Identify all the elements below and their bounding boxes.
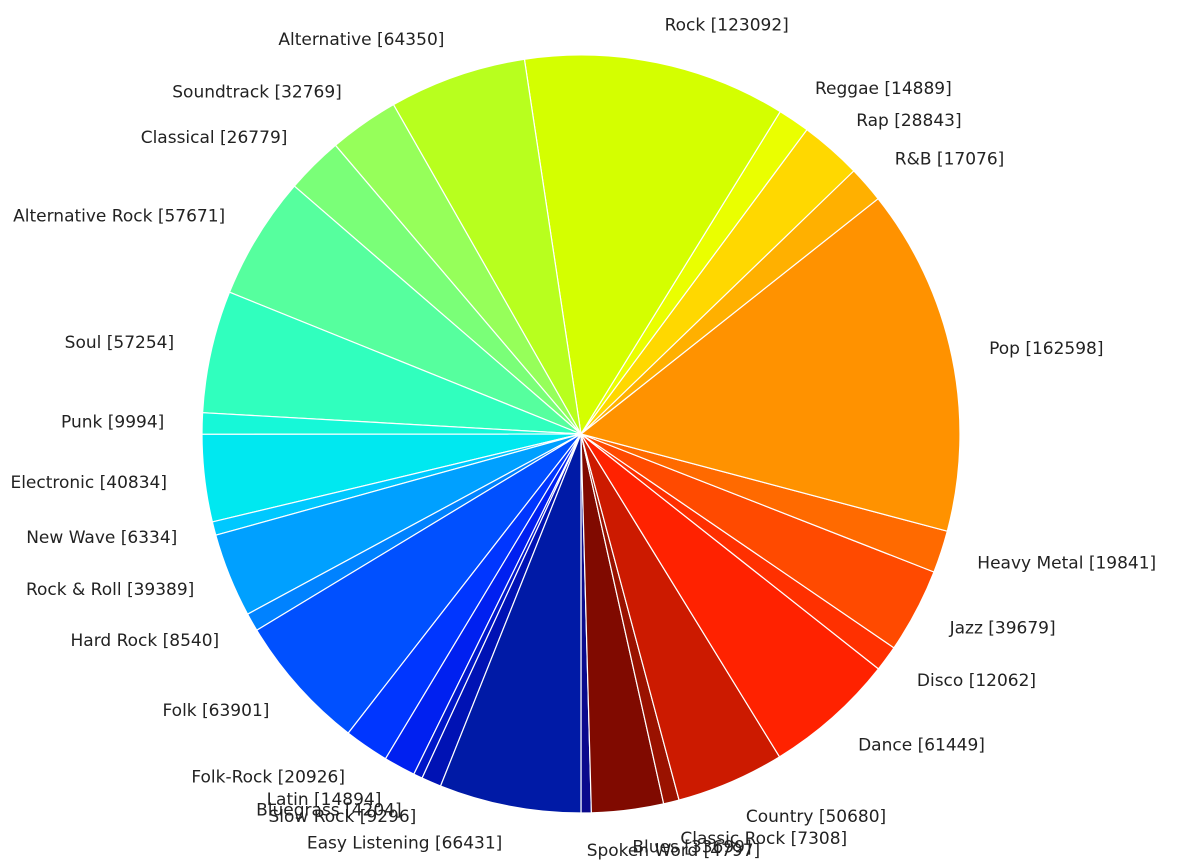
slice-label: Blues [33699]: [632, 838, 751, 858]
slice-label: Latin [14894]: [267, 790, 382, 810]
pie-slice: [523, 54, 781, 435]
slice-label: Rap [28843]: [856, 111, 961, 131]
slice-label: Bluegrass [4204]: [256, 800, 401, 820]
slice-label: Soul [57254]: [65, 333, 174, 353]
slice-label: Slow Rock [9296]: [269, 807, 417, 827]
slice-label: Folk-Rock [20926]: [191, 768, 345, 788]
slice-label: Classical [26779]: [141, 128, 288, 148]
slice-label: Disco [12062]: [917, 671, 1036, 691]
slice-label: Reggae [14889]: [815, 79, 952, 99]
slice-label: Pop [162598]: [989, 339, 1103, 359]
pie-labels: Spoken Word [4797]Blues [33699]Classic R…: [10, 16, 1156, 861]
slice-label: Soundtrack [32769]: [172, 83, 342, 103]
slice-label: Spoken Word [4797]: [587, 841, 761, 861]
slice-label: Punk [9994]: [61, 412, 164, 432]
slice-label: Hard Rock [8540]: [71, 631, 220, 651]
pie-slice: [580, 433, 880, 758]
slice-label: Jazz [39679]: [949, 619, 1056, 639]
pie-slice: [256, 433, 582, 734]
slice-label: Classic Rock [7308]: [680, 829, 847, 849]
slice-label: Alternative Rock [57671]: [13, 207, 225, 227]
slice-label: Country [50680]: [746, 807, 886, 827]
pie-slices: [201, 54, 961, 814]
slice-label: Alternative [64350]: [278, 30, 444, 50]
slice-label: New Wave [6334]: [26, 528, 177, 548]
slice-label: Dance [61449]: [858, 736, 985, 756]
pie-slice: [439, 433, 582, 814]
slice-label: Electronic [40834]: [10, 473, 167, 493]
slice-label: Rock [123092]: [665, 16, 789, 36]
slice-label: Rock & Roll [39389]: [26, 580, 194, 600]
slice-label: R&B [17076]: [895, 150, 1004, 170]
slice-label: Folk [63901]: [163, 701, 270, 721]
pie-slice: [580, 198, 961, 532]
pie-slice: [392, 58, 582, 435]
slice-label: Heavy Metal [19841]: [977, 554, 1156, 574]
slice-label: Easy Listening [66431]: [307, 833, 502, 853]
